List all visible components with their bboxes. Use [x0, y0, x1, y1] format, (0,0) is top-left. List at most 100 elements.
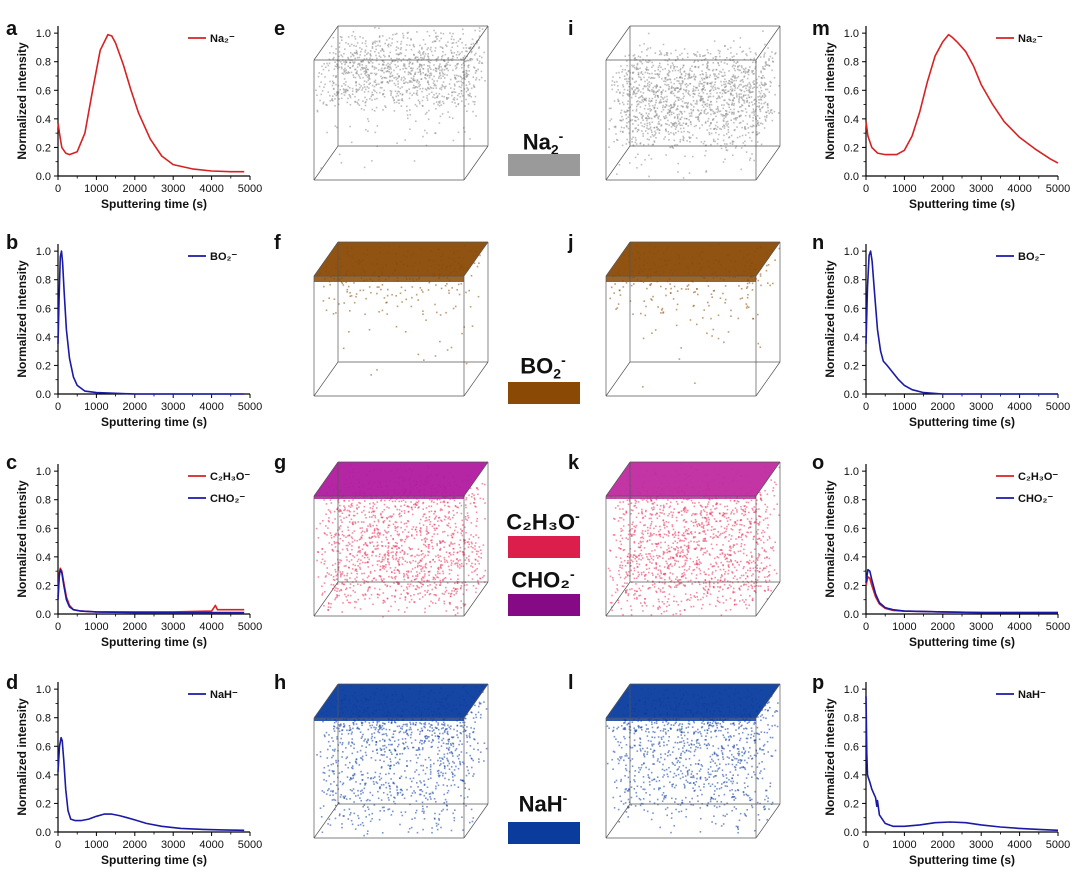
y-tick-label: 0.0 — [36, 827, 51, 839]
swatch-c2h3o — [508, 536, 580, 558]
x-tick-label: 2000 — [123, 401, 147, 413]
y-tick-label: 0.0 — [36, 171, 51, 183]
y-tick-label: 1.0 — [844, 466, 859, 478]
x-tick-label: 0 — [863, 621, 869, 633]
x-tick-label: 5000 — [1046, 401, 1070, 413]
x-tick-label: 2000 — [931, 621, 955, 633]
y-tick-label: 0.8 — [844, 713, 859, 725]
x-tick-label: 1000 — [892, 839, 916, 851]
y-tick-label: 1.0 — [844, 246, 859, 258]
x-tick-label: 5000 — [1046, 621, 1070, 633]
x-tick-label: 5000 — [238, 401, 262, 413]
cube-edge — [314, 362, 338, 396]
y-tick-label: 0.0 — [844, 609, 859, 621]
x-tick-label: 1000 — [84, 839, 108, 851]
y-tick-label: 0.8 — [844, 275, 859, 287]
x-tick-label: 3000 — [161, 401, 185, 413]
x-tick-label: 2000 — [931, 839, 955, 851]
y-axis-label: Normalized intensity — [823, 42, 837, 160]
legend-label: NaH⁻ — [210, 689, 238, 701]
series-line — [58, 568, 244, 612]
legend-label: C₂H₃O⁻ — [210, 471, 250, 483]
series-line — [866, 577, 1058, 613]
cube-render-j — [592, 232, 782, 422]
y-tick-label: 0.8 — [36, 713, 51, 725]
y-tick-label: 0.6 — [36, 303, 51, 315]
y-tick-label: 0.6 — [844, 741, 859, 753]
x-tick-label: 4000 — [1007, 401, 1031, 413]
y-axis-label: Normalized intensity — [15, 42, 29, 160]
x-tick-label: 0 — [55, 401, 61, 413]
y-tick-label: 1.0 — [36, 246, 51, 258]
y-tick-label: 0.2 — [844, 360, 859, 372]
x-tick-label: 2000 — [123, 839, 147, 851]
swatch-na2 — [508, 154, 580, 176]
y-tick-label: 0.8 — [844, 57, 859, 69]
y-axis-label: Normalized intensity — [823, 698, 837, 816]
cube-edge — [464, 26, 488, 60]
x-tick-label: 5000 — [238, 621, 262, 633]
x-tick-label: 0 — [863, 401, 869, 413]
x-tick-label: 3000 — [161, 839, 185, 851]
cube-render-i — [592, 16, 782, 206]
y-tick-label: 1.0 — [36, 466, 51, 478]
cube-render-e — [300, 16, 490, 206]
cube-edge — [756, 804, 780, 838]
y-tick-label: 0.8 — [36, 495, 51, 507]
x-tick-label: 1000 — [892, 621, 916, 633]
x-tick-label: 1000 — [84, 621, 108, 633]
x-tick-label: 0 — [863, 183, 869, 195]
x-axis-label: Sputtering time (s) — [101, 415, 207, 429]
x-tick-label: 2000 — [123, 621, 147, 633]
cube-render-g — [300, 452, 490, 642]
cube-edge — [756, 362, 780, 396]
y-tick-label: 0.0 — [844, 827, 859, 839]
cube-render-k — [592, 452, 782, 642]
x-tick-label: 5000 — [1046, 839, 1070, 851]
panel-letter-f: f — [274, 232, 281, 255]
panel-letter-l: l — [568, 672, 574, 695]
panel-letter-h: h — [274, 672, 286, 695]
y-tick-label: 0.2 — [36, 142, 51, 154]
species-label-c2h3o: C₂H₃O- — [488, 508, 598, 535]
y-tick-label: 0.8 — [844, 495, 859, 507]
y-tick-label: 0.4 — [844, 552, 859, 564]
y-tick-label: 0.6 — [36, 523, 51, 535]
y-tick-label: 0.0 — [844, 389, 859, 401]
x-tick-label: 2000 — [931, 401, 955, 413]
y-tick-label: 1.0 — [36, 684, 51, 696]
cube-top-face — [606, 462, 780, 496]
cube-top-face — [314, 462, 488, 496]
x-tick-label: 4000 — [1007, 621, 1031, 633]
cube-top-edge — [314, 718, 464, 721]
y-tick-label: 0.2 — [36, 580, 51, 592]
legend-label: Na₂⁻ — [1018, 33, 1043, 45]
y-tick-label: 0.6 — [844, 523, 859, 535]
y-tick-label: 0.0 — [844, 171, 859, 183]
cube-edge — [464, 582, 488, 616]
legend-label: Na₂⁻ — [210, 33, 235, 45]
panel-letter-i: i — [568, 18, 574, 41]
legend-label: CHO₂⁻ — [210, 493, 245, 505]
y-axis-label: Normalized intensity — [15, 260, 29, 378]
y-tick-label: 0.0 — [36, 609, 51, 621]
y-tick-label: 0.4 — [844, 770, 859, 782]
swatch-cho2 — [508, 594, 580, 616]
legend-label: C₂H₃O⁻ — [1018, 471, 1058, 483]
x-tick-label: 0 — [55, 839, 61, 851]
x-tick-label: 1000 — [84, 183, 108, 195]
cube-top-face — [314, 242, 488, 276]
cube-render-h — [300, 674, 490, 864]
x-axis-label: Sputtering time (s) — [909, 415, 1015, 429]
x-tick-label: 0 — [55, 183, 61, 195]
series-line — [866, 251, 1058, 394]
x-axis-label: Sputtering time (s) — [101, 197, 207, 211]
series-line — [866, 570, 1058, 613]
x-axis-label: Sputtering time (s) — [909, 853, 1015, 867]
cube-edge — [464, 146, 488, 180]
